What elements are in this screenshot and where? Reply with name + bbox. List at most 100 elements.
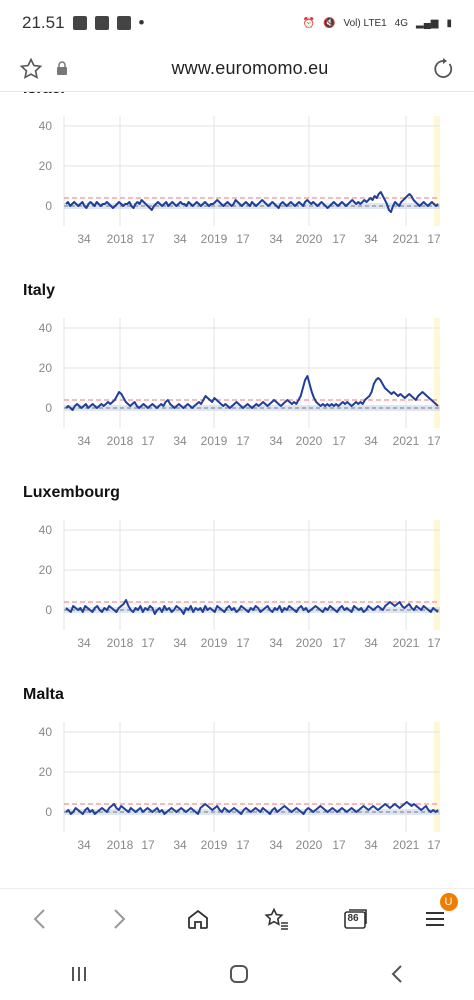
url-text[interactable]: www.euromomo.eu xyxy=(171,58,329,78)
y-tick-label: 0 xyxy=(45,603,52,617)
x-tick-label: 17 xyxy=(332,434,346,448)
country-title: Israel xyxy=(23,92,65,98)
x-tick-label: 34 xyxy=(364,232,378,246)
recent-apps-icon xyxy=(72,967,87,981)
url-bar: www.euromomo.eu xyxy=(0,46,474,92)
x-tick-label: 34 xyxy=(364,434,378,448)
star-list-icon xyxy=(263,907,288,930)
x-tick-label: 17 xyxy=(236,434,250,448)
z-score-series-line xyxy=(65,801,439,815)
menu-button[interactable]: U xyxy=(410,893,460,941)
x-tick-label: 2021 xyxy=(393,636,420,650)
bookmarks-button[interactable] xyxy=(252,897,302,941)
excess-mortality-chart: 0 20 40 34 2018 17 34 2019 17 34 2020 17 34 2021 17 xyxy=(39,722,441,852)
browser-bottom-nav: 86 U xyxy=(0,888,474,949)
home-circle-icon xyxy=(229,965,248,983)
x-tick-label: 2019 xyxy=(201,838,228,852)
y-tick-label: 40 xyxy=(39,725,53,739)
more-notifications-dot-icon: • xyxy=(138,13,145,32)
x-tick-label: 17 xyxy=(141,434,155,448)
y-tick-label: 40 xyxy=(39,321,53,335)
x-tick-label: 34 xyxy=(77,232,91,246)
x-tick-label: 17 xyxy=(236,838,250,852)
x-tick-label: 34 xyxy=(173,434,187,448)
z-score-series-line xyxy=(65,599,439,615)
network-label: Vol) LTE1 xyxy=(343,17,387,29)
x-tick-label: 2021 xyxy=(393,232,420,246)
excess-mortality-chart: 0 20 40 34 2018 17 34 2019 17 34 2020 17 34 2021 17 xyxy=(39,520,441,650)
x-tick-label: 34 xyxy=(77,636,91,650)
y-tick-label: 20 xyxy=(39,361,53,375)
recent-weeks-highlight xyxy=(434,722,440,832)
x-tick-label: 2021 xyxy=(393,838,420,852)
system-nav-bar xyxy=(0,948,474,1000)
hamburger-menu-icon xyxy=(425,912,444,926)
x-tick-label: 2021 xyxy=(393,434,420,448)
recent-weeks-highlight xyxy=(434,116,440,226)
x-tick-label: 2018 xyxy=(107,434,134,448)
reload-icon[interactable] xyxy=(430,56,456,82)
excess-mortality-chart: 0 20 40 34 2018 17 34 2019 17 34 2020 17 34 2021 17 xyxy=(39,318,441,448)
x-tick-label: 2020 xyxy=(296,434,323,448)
z-score-series-line xyxy=(65,375,439,411)
alarm-icon: ⏰ xyxy=(302,17,316,29)
y-tick-label: 40 xyxy=(39,119,53,133)
x-tick-label: 17 xyxy=(141,838,155,852)
recent-apps-button[interactable] xyxy=(69,965,89,983)
forward-button[interactable] xyxy=(94,897,144,941)
x-tick-label: 2018 xyxy=(107,838,134,852)
country-chart-block: Israel 0 20 40 34 2018 17 34 2019 17 34 2020 17 34 202… xyxy=(0,92,474,280)
x-tick-label: 17 xyxy=(332,232,346,246)
tabs-button[interactable]: 86 xyxy=(331,897,381,941)
y-tick-label: 0 xyxy=(45,199,52,213)
x-tick-label: 17 xyxy=(427,636,441,650)
x-tick-label: 17 xyxy=(427,232,441,246)
x-tick-label: 17 xyxy=(141,232,155,246)
back-system-button[interactable] xyxy=(389,964,405,984)
lock-icon xyxy=(56,60,70,77)
x-tick-label: 17 xyxy=(427,838,441,852)
x-tick-label: 34 xyxy=(364,636,378,650)
page-content: Israel0204034201817342019173420201734202… xyxy=(0,92,474,888)
z-score-series-line xyxy=(65,191,439,213)
tab-count: 86 xyxy=(347,913,359,924)
x-tick-label: 34 xyxy=(173,636,187,650)
status-bar: 21.51 • ⏰ 🔇 Vol) LTE1 4G ▂▄▆ ▮ xyxy=(0,0,474,46)
x-tick-label: 34 xyxy=(269,636,283,650)
x-tick-label: 2019 xyxy=(201,636,228,650)
x-tick-label: 34 xyxy=(173,838,187,852)
x-tick-label: 17 xyxy=(141,636,155,650)
x-tick-label: 17 xyxy=(332,838,346,852)
x-tick-label: 17 xyxy=(236,636,250,650)
excess-mortality-chart: 0 20 40 34 2018 17 34 2019 17 34 2020 17 34 2021 17 xyxy=(39,116,441,246)
bookmark-star-icon[interactable] xyxy=(18,56,44,82)
home-system-button[interactable] xyxy=(228,963,250,985)
clock: 21.51 xyxy=(22,13,65,32)
country-chart-block: Luxembourg 0 20 40 34 2018 17 34 2019 17 34 2020 17 3… xyxy=(0,484,474,684)
country-chart-block: Malta 0 20 40 34 2018 17 34 2019 17 34 2020 17 34 2021… xyxy=(0,686,474,886)
signal-icon: ▂▄▆ xyxy=(416,17,439,29)
x-tick-label: 2019 xyxy=(201,434,228,448)
home-icon xyxy=(187,909,208,929)
x-tick-label: 17 xyxy=(427,434,441,448)
gmail-icon xyxy=(116,16,131,30)
country-chart-block: Italy 0 20 40 34 2018 17 34 2019 17 34 2020 17 34 2021… xyxy=(0,282,474,482)
x-tick-label: 17 xyxy=(236,232,250,246)
x-tick-label: 2019 xyxy=(201,232,228,246)
y-tick-label: 0 xyxy=(45,401,52,415)
y-tick-label: 20 xyxy=(39,563,53,577)
x-tick-label: 34 xyxy=(269,434,283,448)
home-button[interactable] xyxy=(173,897,223,941)
y-tick-label: 0 xyxy=(45,805,52,819)
x-tick-label: 2020 xyxy=(296,838,323,852)
x-tick-label: 34 xyxy=(269,232,283,246)
gallery-icon xyxy=(72,16,87,30)
x-tick-label: 34 xyxy=(364,838,378,852)
menu-badge: U xyxy=(439,893,458,911)
tabs-icon xyxy=(343,909,367,929)
x-tick-label: 34 xyxy=(269,838,283,852)
x-tick-label: 2018 xyxy=(107,636,134,650)
recent-weeks-highlight xyxy=(434,520,440,630)
back-button[interactable] xyxy=(15,897,65,941)
battery-icon: ▮ xyxy=(446,17,452,29)
